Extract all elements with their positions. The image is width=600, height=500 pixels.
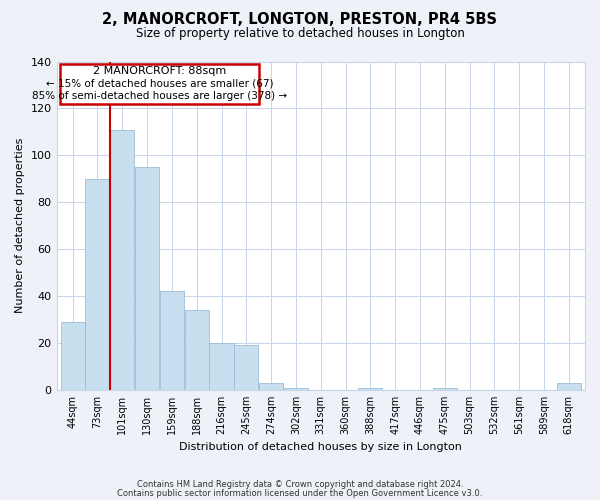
Bar [259,383,283,390]
Bar [284,388,308,390]
Bar [433,388,457,390]
Bar [358,388,382,390]
Text: Size of property relative to detached houses in Longton: Size of property relative to detached ho… [136,28,464,40]
Y-axis label: Number of detached properties: Number of detached properties [15,138,25,314]
Text: Contains HM Land Registry data © Crown copyright and database right 2024.: Contains HM Land Registry data © Crown c… [137,480,463,489]
Bar [209,343,233,390]
Text: Contains public sector information licensed under the Open Government Licence v3: Contains public sector information licen… [118,488,482,498]
Text: 85% of semi-detached houses are larger (378) →: 85% of semi-detached houses are larger (… [32,91,287,101]
X-axis label: Distribution of detached houses by size in Longton: Distribution of detached houses by size … [179,442,462,452]
Bar [557,383,581,390]
Bar [61,322,85,390]
Bar [135,167,159,390]
Bar [160,292,184,390]
FancyBboxPatch shape [60,64,259,104]
Text: 2, MANORCROFT, LONGTON, PRESTON, PR4 5BS: 2, MANORCROFT, LONGTON, PRESTON, PR4 5BS [103,12,497,28]
Text: ← 15% of detached houses are smaller (67): ← 15% of detached houses are smaller (67… [46,79,273,89]
Bar [85,179,110,390]
Bar [110,130,134,390]
Bar [235,346,259,390]
Text: 2 MANORCROFT: 88sqm: 2 MANORCROFT: 88sqm [93,66,226,76]
Bar [185,310,209,390]
